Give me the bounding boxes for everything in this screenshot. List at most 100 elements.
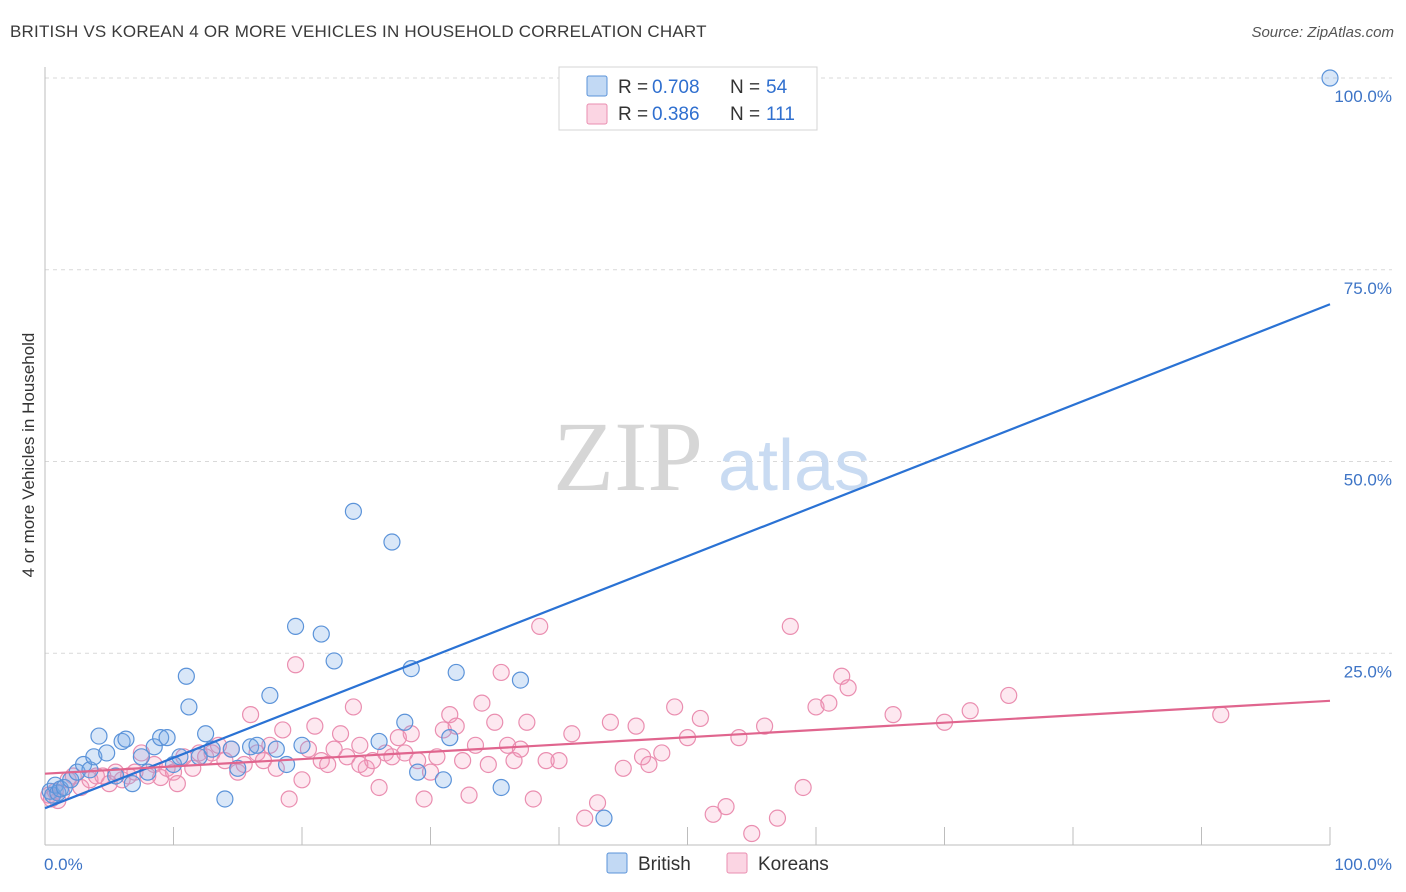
korean-point (807, 698, 825, 716)
korean-point (627, 717, 645, 735)
korean-r-value: 0.386 (652, 104, 700, 125)
axes (44, 67, 1331, 846)
british-point (492, 778, 510, 797)
korean-point (691, 709, 709, 728)
british-point (177, 667, 195, 685)
korean-point (601, 713, 620, 731)
british-point (216, 790, 234, 808)
korean-point (351, 755, 369, 774)
british-point (1321, 69, 1339, 87)
british-point (434, 771, 452, 789)
british-point (123, 775, 141, 793)
korean-point (344, 698, 362, 716)
korean-point (839, 679, 857, 697)
korean-point (884, 706, 902, 724)
korean-point (653, 744, 671, 762)
korean-point (421, 763, 440, 781)
british-r-value: 0.708 (652, 77, 700, 98)
korean-point (306, 717, 324, 735)
korean-point (794, 778, 812, 797)
korean-point (1000, 686, 1018, 705)
british-n-label: N = (730, 77, 760, 98)
trend-lines (44, 303, 1331, 810)
chart-title: BRITISH VS KOREAN 4 OR MORE VEHICLES IN … (10, 22, 707, 41)
british-point (98, 744, 116, 762)
british-point (409, 763, 427, 781)
british-points (41, 69, 1339, 827)
korean-points (40, 617, 1230, 843)
british-r-label: R = (618, 77, 648, 98)
korean-point (364, 752, 382, 770)
korean-r-label: R = (618, 104, 648, 125)
korean-point (614, 759, 632, 777)
legend-korean-swatch (726, 852, 748, 874)
british-point (383, 533, 401, 551)
watermark-zip: ZIP (553, 401, 703, 512)
british-point (117, 730, 135, 748)
korean-point (743, 824, 761, 843)
stats-legend-box (558, 66, 818, 131)
korean-n-label: N = (730, 104, 760, 125)
korean-point (633, 748, 652, 766)
british-point (312, 625, 330, 643)
british-trend-line (44, 303, 1331, 810)
british-point (90, 727, 108, 745)
korean-point (242, 706, 260, 724)
british-point (344, 502, 362, 520)
korean-point (518, 713, 536, 731)
british-point (325, 652, 343, 670)
korean-point (961, 702, 979, 720)
korean-point (168, 775, 186, 793)
british-point (267, 740, 285, 758)
british-point (511, 671, 530, 689)
korean-point (473, 694, 491, 712)
legend-british-label: British (638, 854, 691, 875)
y-tick-labels: 25.0% 50.0% 75.0% 100.0% (1334, 87, 1392, 681)
korean-point (781, 617, 799, 636)
korean-point (460, 786, 478, 804)
stats-legend: R = 0.708 N = 54 R = 0.386 N = 111 (558, 66, 818, 131)
korean-point (280, 790, 298, 808)
korean-point (511, 740, 530, 758)
korean-point (531, 617, 549, 636)
british-n-value: 54 (766, 77, 788, 98)
british-point (370, 732, 388, 751)
source-label: Source: ZipAtlas.com (1251, 24, 1394, 41)
series-legend: British Koreans (606, 852, 829, 875)
british-point (595, 809, 613, 827)
korean-point (454, 752, 472, 770)
british-point (197, 725, 215, 743)
grid-lines (45, 77, 1392, 654)
korean-point (331, 725, 350, 743)
x-tick-label-min: 0.0% (44, 855, 83, 874)
korean-point (717, 798, 735, 816)
british-point (261, 686, 279, 705)
korean-n-value: 111 (766, 104, 795, 125)
korean-point (755, 717, 774, 735)
y-tick-label: 50.0% (1344, 471, 1392, 490)
korean-point (351, 736, 369, 754)
british-point (248, 736, 266, 754)
korean-point (370, 778, 388, 797)
british-point (229, 759, 247, 777)
legend-british-swatch (606, 852, 628, 874)
korean-point (730, 729, 748, 747)
y-tick-label: 100.0% (1334, 87, 1392, 106)
korean-point (499, 736, 517, 754)
korean-point (768, 809, 787, 827)
y-tick-label: 25.0% (1344, 662, 1392, 681)
british-point (180, 698, 198, 716)
british-point (158, 729, 176, 747)
korean-swatch (586, 103, 608, 125)
british-point (85, 748, 103, 766)
korean-point (286, 656, 305, 674)
korean-point (389, 729, 407, 747)
korean-trend-line (44, 699, 1331, 775)
korean-point (479, 755, 497, 774)
british-point (441, 729, 459, 747)
british-point (132, 748, 150, 766)
korean-point (319, 755, 337, 774)
korean-point (274, 721, 292, 739)
legend-korean-label: Koreans (758, 854, 829, 875)
